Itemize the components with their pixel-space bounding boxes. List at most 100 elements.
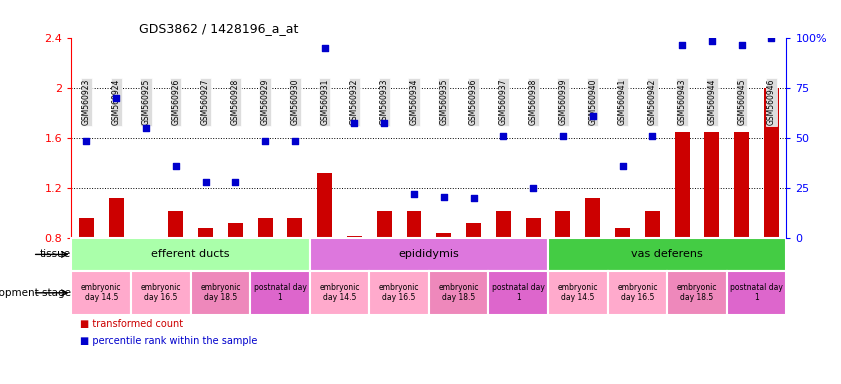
Bar [288,218,302,238]
Text: GSM560939: GSM560939 [558,79,568,125]
Text: GSM560943: GSM560943 [678,79,686,125]
Text: GSM560937: GSM560937 [499,79,508,125]
Text: embryonic
day 16.5: embryonic day 16.5 [617,283,658,303]
Bar [377,210,392,238]
Text: GSM560931: GSM560931 [320,79,329,125]
Point [318,45,331,51]
Text: embryonic
day 18.5: embryonic day 18.5 [200,283,241,303]
Bar [168,210,183,238]
Bar [251,271,309,315]
Bar [585,198,600,238]
Bar [347,236,362,238]
Text: GSM560938: GSM560938 [529,79,537,125]
Bar [466,223,481,238]
Text: GSM560946: GSM560946 [767,79,776,125]
Bar [526,218,541,238]
Text: GSM560923: GSM560923 [82,79,91,125]
Text: GSM560924: GSM560924 [112,79,120,125]
Point [497,132,510,139]
Point [109,95,123,101]
Text: postnatal day
1: postnatal day 1 [730,283,783,303]
Bar [309,238,548,271]
Text: GSM560926: GSM560926 [172,79,180,125]
Point [258,137,272,144]
Text: embryonic
day 14.5: embryonic day 14.5 [320,283,360,303]
Text: vas deferens: vas deferens [632,249,703,260]
Bar [317,173,332,238]
Text: postnatal day
1: postnatal day 1 [253,283,306,303]
Text: embryonic
day 16.5: embryonic day 16.5 [379,283,420,303]
Bar [674,132,690,238]
Point [467,195,480,201]
Text: GSM560945: GSM560945 [738,79,746,125]
Point [675,41,689,48]
Bar [645,210,659,238]
Point [586,113,600,119]
Point [556,132,569,139]
Point [407,191,420,197]
Point [705,38,718,44]
Text: ■ percentile rank within the sample: ■ percentile rank within the sample [80,336,257,346]
Point [229,179,242,185]
Text: epididymis: epididymis [399,249,459,260]
Bar [436,233,452,238]
Point [140,125,153,131]
Text: embryonic
day 14.5: embryonic day 14.5 [81,283,121,303]
Bar [429,271,489,315]
Text: embryonic
day 18.5: embryonic day 18.5 [438,283,479,303]
Text: GSM560936: GSM560936 [469,79,478,125]
Bar [556,210,570,238]
Bar [191,271,251,315]
Bar [406,210,421,238]
Text: efferent ducts: efferent ducts [151,249,230,260]
Bar [734,132,749,238]
Bar [108,198,124,238]
Point [378,120,391,126]
Text: embryonic
day 14.5: embryonic day 14.5 [558,283,598,303]
Bar [257,218,272,238]
Text: GSM560932: GSM560932 [350,79,359,125]
Text: postnatal day
1: postnatal day 1 [492,283,545,303]
Text: GSM560925: GSM560925 [141,79,151,125]
Point [347,120,361,126]
Text: GSM560930: GSM560930 [290,79,299,125]
Bar [139,238,153,240]
Bar [369,271,429,315]
Text: GSM560928: GSM560928 [230,79,240,125]
Text: tissue: tissue [40,249,71,260]
Bar [131,271,191,315]
Text: GSM560933: GSM560933 [380,79,389,125]
Bar [71,271,131,315]
Point [764,35,778,41]
Text: GSM560942: GSM560942 [648,79,657,125]
Text: embryonic
day 18.5: embryonic day 18.5 [677,283,717,303]
Bar [615,228,630,238]
Bar [764,88,779,238]
Point [526,185,540,191]
Text: GSM560941: GSM560941 [618,79,627,125]
Text: GSM560935: GSM560935 [439,79,448,125]
Bar [79,218,94,238]
Text: embryonic
day 16.5: embryonic day 16.5 [140,283,181,303]
Text: development stage: development stage [0,288,71,298]
Bar [548,238,786,271]
Bar [496,210,510,238]
Text: GSM560929: GSM560929 [261,79,270,125]
Bar [607,271,667,315]
Point [646,132,659,139]
Bar [228,223,243,238]
Bar [198,228,213,238]
Text: GSM560934: GSM560934 [410,79,419,125]
Point [288,137,302,144]
Bar [548,271,607,315]
Text: GDS3862 / 1428196_a_at: GDS3862 / 1428196_a_at [139,22,299,35]
Point [80,137,93,144]
Text: ■ transformed count: ■ transformed count [80,319,183,329]
Bar [489,271,548,315]
Bar [309,271,369,315]
Text: GSM560940: GSM560940 [588,79,597,125]
Point [198,179,212,185]
Bar [727,271,786,315]
Bar [667,271,727,315]
Point [616,163,629,169]
